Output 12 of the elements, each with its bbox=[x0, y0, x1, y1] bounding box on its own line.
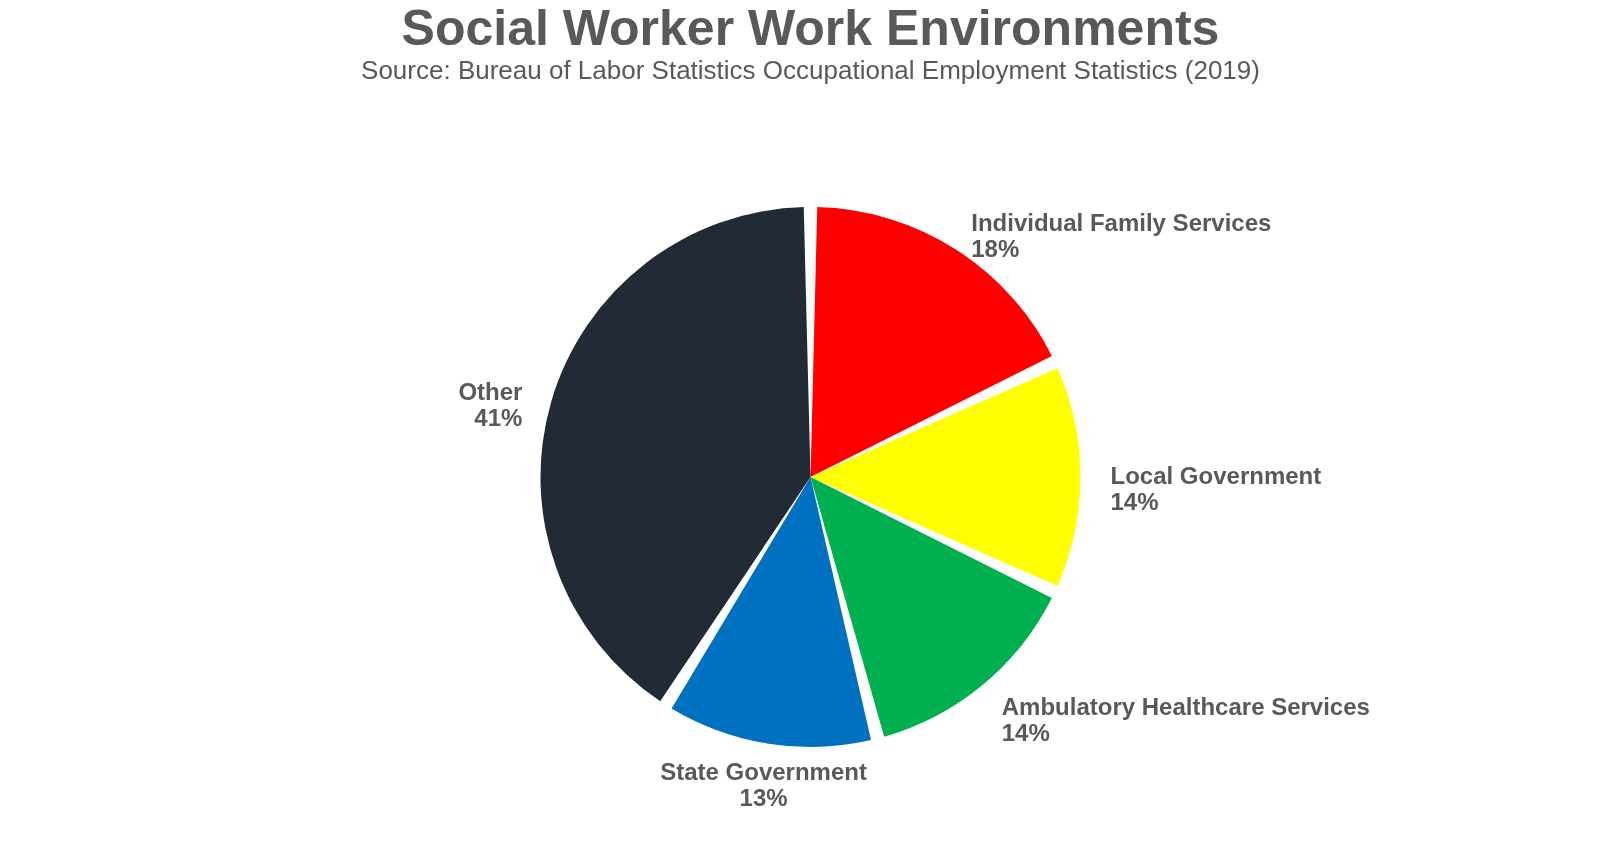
slice-label: Other bbox=[458, 378, 523, 406]
data-label: 14% bbox=[1110, 488, 1159, 515]
chart-subtitle: Source: Bureau of Labor Statistics Occupational Employment Statistics (2019) bbox=[361, 55, 1260, 85]
slice-label: Ambulatory Healthcare Services bbox=[1001, 693, 1370, 721]
data-label: 13% bbox=[739, 784, 788, 812]
chart-title: Social Worker Work Environments bbox=[401, 0, 1220, 56]
slice-label: Individual Family Services bbox=[971, 208, 1272, 236]
slice-label: State Government bbox=[660, 758, 867, 786]
data-label: 18% bbox=[971, 234, 1020, 262]
slice-label: Local Government bbox=[1110, 462, 1322, 489]
data-label: 41% bbox=[474, 404, 523, 432]
data-label: 14% bbox=[1001, 719, 1050, 747]
